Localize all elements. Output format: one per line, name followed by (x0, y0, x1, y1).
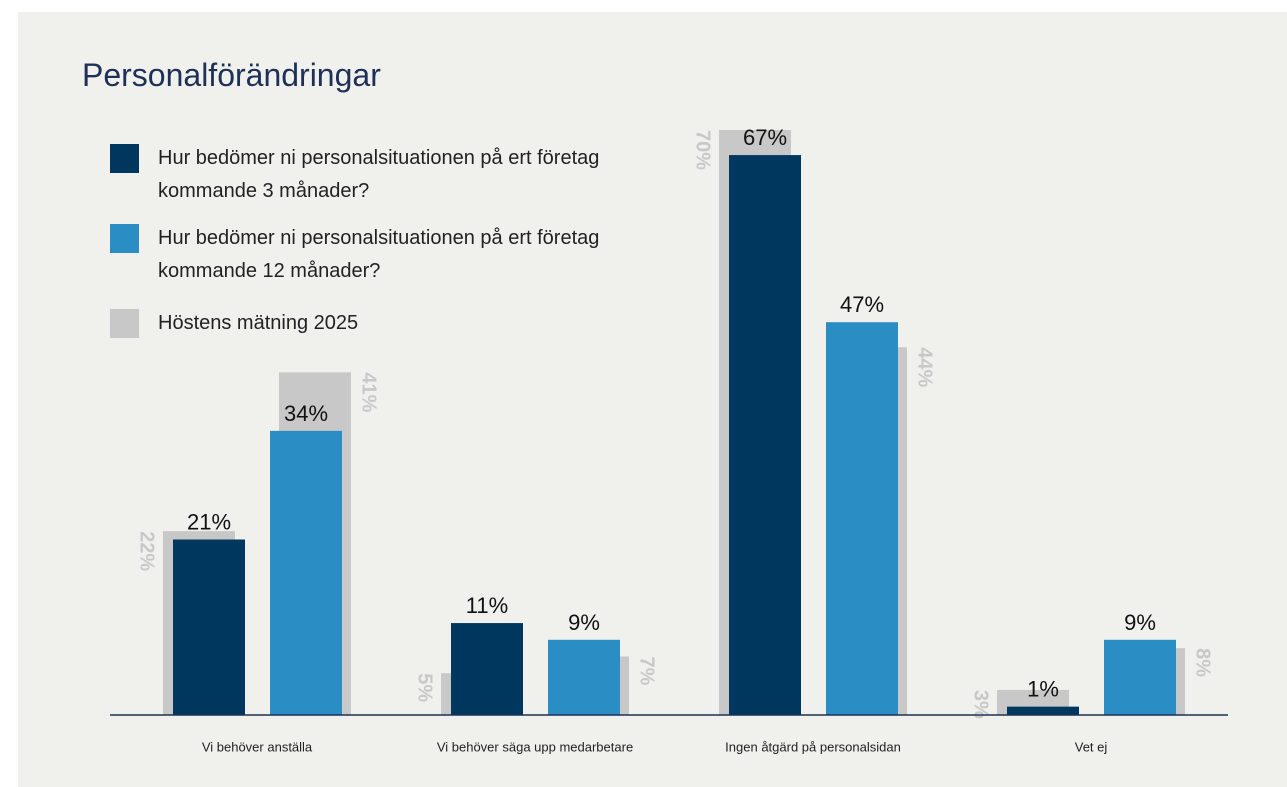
bar (173, 539, 245, 715)
bar (548, 639, 620, 715)
legend-swatch (110, 224, 139, 253)
x-tick-label: Ingen åtgärd på personalsidan (725, 739, 901, 754)
bar (729, 155, 801, 716)
x-tick-label: Vi behöver säga upp medarbetare (437, 739, 633, 754)
legend-item: Höstens mätning 2025 (110, 307, 603, 340)
legend-item: Hur bedömer ni personalsituationen på er… (110, 142, 603, 208)
previous-value-label: 41% (358, 372, 380, 412)
value-label: 9% (568, 610, 600, 635)
legend-label: Höstens mätning 2025 (158, 312, 359, 334)
value-label: 67% (743, 125, 787, 150)
bar (1007, 706, 1079, 715)
previous-value-label: 8% (1192, 648, 1214, 677)
value-label: 1% (1027, 677, 1059, 702)
previous-value-label: 3% (970, 690, 992, 719)
previous-value-label: 7% (636, 657, 658, 686)
value-label: 34% (284, 401, 328, 426)
bar (1104, 639, 1176, 715)
legend-label: Hur bedömer ni personalsituationen på er… (158, 227, 600, 282)
bar (270, 430, 342, 715)
chart-title: Personalförändringar (82, 57, 381, 93)
legend-label: Hur bedömer ni personalsituationen på er… (158, 147, 600, 202)
previous-value-label: 22% (136, 531, 158, 571)
value-label: 21% (187, 510, 231, 535)
x-tick-label: Vi behöver anställa (202, 739, 313, 754)
value-label: 11% (466, 593, 508, 618)
previous-value-label: 5% (414, 673, 436, 702)
legend-swatch (110, 309, 139, 338)
x-tick-label: Vet ej (1075, 739, 1108, 754)
legend-item: Hur bedömer ni personalsituationen på er… (110, 222, 603, 288)
bar (826, 322, 898, 715)
legend-swatch (110, 144, 139, 173)
previous-value-label: 70% (692, 130, 714, 170)
previous-value-label: 44% (914, 347, 936, 387)
bar (451, 623, 523, 715)
value-label: 9% (1124, 610, 1156, 635)
value-label: 47% (840, 292, 884, 317)
